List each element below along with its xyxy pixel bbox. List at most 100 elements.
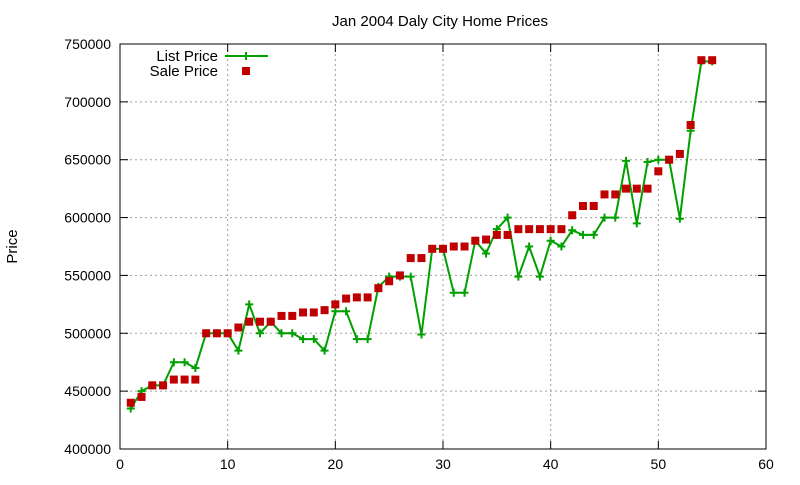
sale-price-point — [245, 317, 254, 326]
list-price-point — [234, 346, 243, 355]
list-price-point — [320, 346, 329, 355]
sale-price-point — [202, 329, 211, 338]
sale-price-point — [288, 311, 297, 320]
list-price-point — [611, 213, 620, 222]
sale-price-point — [686, 121, 695, 129]
legend-label: Sale Price — [150, 63, 218, 80]
list-price-point — [535, 272, 544, 281]
list-price-point — [449, 288, 458, 297]
sale-price-point — [395, 271, 404, 280]
list-price-point — [589, 230, 598, 239]
axis-ticks: 0 10 20 30 40 50 60 400000 450000 500000 550000 600… — [64, 36, 774, 472]
list-price-point — [342, 307, 351, 316]
list-price-point — [180, 358, 189, 367]
sale-price-point — [654, 167, 663, 176]
list-price-line — [129, 60, 713, 410]
list-price-point — [525, 242, 534, 251]
y-tick-label: 450000 — [64, 383, 111, 399]
sale-price-point — [535, 225, 544, 234]
sale-price-point — [266, 317, 275, 326]
sale-price-point — [191, 375, 200, 384]
list-price-point — [255, 329, 264, 338]
sale-price-point — [223, 329, 232, 338]
sale-price-point — [471, 236, 480, 245]
x-tick-label: 40 — [543, 456, 559, 472]
sale-price-point — [492, 230, 501, 239]
list-price-point — [578, 230, 587, 239]
sale-price-point — [546, 225, 555, 234]
sale-price-point — [299, 308, 308, 317]
list-price-point — [309, 335, 318, 344]
y-axis-label: Price — [4, 229, 21, 263]
list-price-point — [514, 272, 523, 281]
sale-price-point — [126, 398, 135, 407]
sale-price-point — [665, 155, 674, 164]
y-tick-label: 700000 — [64, 94, 111, 110]
sale-price-point — [439, 244, 447, 253]
y-tick-label: 650000 — [64, 152, 111, 168]
series-sale-price — [126, 56, 717, 407]
x-tick-label: 60 — [758, 456, 774, 472]
sale-price-point — [503, 230, 512, 239]
list-price-point — [675, 214, 684, 223]
sale-price-point — [578, 202, 587, 210]
list-price-point — [331, 307, 340, 316]
legend-square-swatch — [242, 67, 250, 75]
list-price-point — [482, 249, 491, 258]
sale-price-point — [277, 311, 286, 320]
sale-price-point — [137, 392, 146, 401]
x-tick-label: 10 — [220, 456, 236, 472]
y-tick-label: 550000 — [64, 267, 111, 283]
sale-price-point — [675, 149, 684, 158]
sale-price-point — [169, 375, 178, 384]
list-price-point — [654, 155, 663, 164]
sale-price-point — [159, 381, 168, 390]
list-price-point — [557, 242, 566, 251]
sale-price-point — [385, 277, 394, 286]
y-tick-label: 750000 — [64, 36, 111, 52]
list-price-point — [417, 330, 426, 339]
list-price-point — [600, 213, 609, 222]
sale-price-point — [320, 306, 329, 315]
list-price-point — [622, 156, 631, 165]
sale-price-point — [180, 375, 189, 384]
sale-price-point — [309, 308, 318, 317]
list-price-point — [352, 335, 361, 344]
sale-price-point — [417, 254, 426, 263]
list-price-point — [169, 358, 178, 367]
legend-label: List Price — [156, 48, 218, 65]
sale-price-point — [622, 184, 631, 193]
sale-price-point — [600, 190, 609, 199]
sale-price-point — [342, 294, 351, 303]
list-price-point — [643, 158, 652, 167]
sale-price-point — [331, 300, 340, 309]
sale-price-point — [611, 190, 620, 199]
sale-price-point — [255, 317, 264, 326]
sale-price-point — [352, 293, 361, 302]
list-price-point — [632, 219, 641, 228]
list-price-point — [245, 300, 254, 309]
list-price-point — [277, 329, 286, 338]
list-price-point — [288, 329, 297, 338]
list-price-point — [363, 335, 372, 344]
sale-price-point — [643, 184, 652, 193]
sale-price-point — [697, 56, 706, 65]
sale-price-point — [482, 235, 491, 244]
list-price-point — [568, 226, 577, 235]
list-price-point — [460, 288, 469, 297]
x-tick-label: 0 — [116, 456, 124, 472]
list-price-point — [503, 213, 512, 222]
list-price-point — [406, 272, 415, 281]
sale-price-point — [449, 242, 458, 251]
list-price-point — [191, 364, 200, 372]
sale-price-point — [234, 323, 243, 332]
series-layer — [126, 56, 717, 413]
sale-price-point — [148, 381, 157, 390]
list-price-point — [546, 236, 555, 245]
sale-price-point — [363, 293, 372, 302]
sale-price-point — [514, 225, 523, 234]
sale-price-point — [708, 56, 717, 65]
sale-price-point — [374, 284, 383, 293]
